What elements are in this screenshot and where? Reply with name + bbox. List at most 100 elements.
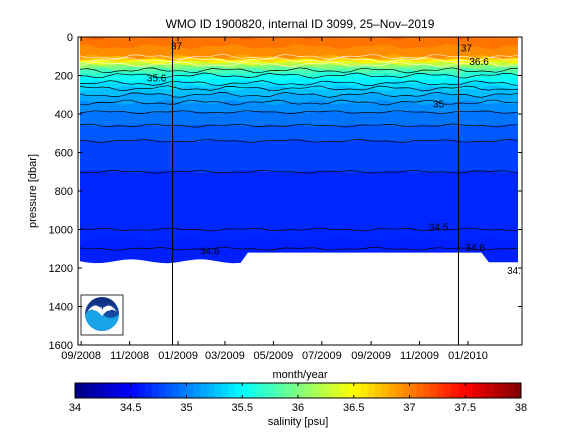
colorbar-cell bbox=[200, 383, 208, 398]
contour-line bbox=[79, 123, 519, 128]
colorbar-cell bbox=[130, 383, 139, 398]
colorbar-cell bbox=[304, 383, 313, 398]
colorbar-cell bbox=[374, 383, 383, 398]
colorbar-cell bbox=[75, 383, 83, 398]
colorbar-cell bbox=[277, 383, 285, 398]
contour-line bbox=[79, 227, 519, 232]
colorbar-cell bbox=[451, 383, 459, 398]
contour-label: 37 bbox=[171, 42, 183, 53]
y-tick-label: 1000 bbox=[49, 225, 73, 237]
colorbar-cell bbox=[500, 383, 508, 398]
colorbar-cell bbox=[291, 383, 299, 398]
colorbar-cell bbox=[214, 383, 222, 398]
x-tick-label: 09/2009 bbox=[351, 350, 391, 362]
colorbar-cell bbox=[263, 383, 271, 398]
colorbar-cell bbox=[381, 383, 389, 398]
colorbar-cell bbox=[235, 383, 243, 398]
colorbar-cell bbox=[472, 383, 480, 398]
colorbar-tick-label: 35.5 bbox=[232, 402, 253, 414]
colorbar-cell bbox=[179, 383, 187, 398]
salinity-field bbox=[80, 37, 518, 264]
colorbar-cell bbox=[437, 383, 445, 398]
colorbar-tick-label: 34.5 bbox=[120, 402, 141, 414]
contour-label: 35 bbox=[433, 99, 445, 110]
contour-line bbox=[79, 85, 519, 92]
y-tick-label: 800 bbox=[55, 186, 73, 198]
contour-labels: 37 35.6 35 34.5 34.6 34.6 34. 37 36.6 bbox=[147, 42, 521, 277]
y-tick-label: 0 bbox=[67, 32, 73, 44]
contour-line bbox=[79, 169, 519, 174]
contour-label: 34.6 bbox=[465, 243, 485, 254]
colorbar-cell bbox=[339, 383, 348, 398]
y-tick-label: 600 bbox=[55, 148, 73, 160]
chart-title: WMO ID 1900820, internal ID 3099, 25–Nov… bbox=[166, 17, 435, 31]
colorbar-cell bbox=[137, 383, 146, 398]
colorbar-cell bbox=[311, 383, 320, 398]
colorbar-cell bbox=[402, 383, 410, 398]
colorbar-tick-label: 34 bbox=[69, 402, 81, 414]
colorbar-cell bbox=[123, 383, 132, 398]
colorbar-cell bbox=[493, 383, 501, 398]
colorbar-cell bbox=[388, 383, 396, 398]
y-axis: 0 200 400 600 800 1000 1200 1400 1600 bbox=[49, 32, 522, 352]
colorbar-cell bbox=[88, 383, 97, 398]
x-axis-label: month/year bbox=[272, 369, 327, 381]
profile-markers bbox=[172, 37, 459, 345]
colorbar-cell bbox=[479, 383, 487, 398]
colorbar-cell bbox=[367, 383, 376, 398]
y-tick-label: 200 bbox=[55, 71, 73, 83]
field-band bbox=[80, 37, 518, 40]
x-tick-label: 11/2008 bbox=[110, 350, 149, 362]
colorbar-cell bbox=[207, 383, 215, 398]
colorbar-cell bbox=[430, 383, 438, 398]
colorbar-cell bbox=[507, 383, 515, 398]
colorbar-tick-label: 37.5 bbox=[455, 402, 476, 414]
y-tick-label: 1200 bbox=[49, 263, 73, 275]
colorbar-cell bbox=[81, 383, 90, 398]
colorbar-cell bbox=[465, 383, 473, 398]
contour-lines bbox=[79, 53, 519, 251]
colorbar-cell bbox=[325, 383, 334, 398]
colorbar-cell bbox=[423, 383, 431, 398]
colorbar-cell bbox=[284, 383, 292, 398]
colorbar-cell bbox=[242, 383, 250, 398]
colorbar-cell bbox=[256, 383, 264, 398]
colorbar-cell bbox=[346, 383, 355, 398]
colorbar-cell bbox=[332, 383, 341, 398]
x-tick-label: 11/2009 bbox=[400, 350, 439, 362]
noaa-logo: NOAA bbox=[80, 294, 124, 336]
colorbar-cell bbox=[158, 383, 166, 398]
colorbar-cell bbox=[416, 383, 424, 398]
colorbar-cell bbox=[395, 383, 403, 398]
colorbar-cell bbox=[95, 383, 104, 398]
colorbar-cell bbox=[360, 383, 369, 398]
contour-line bbox=[79, 72, 519, 79]
colorbar-cell bbox=[444, 383, 452, 398]
colorbar-cell bbox=[514, 383, 522, 398]
colorbar-cell bbox=[298, 383, 306, 398]
colorbar-cell bbox=[165, 383, 173, 398]
colorbar-tick-label: 35 bbox=[180, 402, 192, 414]
contour-line bbox=[79, 139, 519, 143]
colorbar-cell bbox=[486, 383, 494, 398]
colorbar-tick-label: 36 bbox=[292, 402, 304, 414]
y-tick-label: 400 bbox=[55, 109, 73, 121]
x-tick-label: 05/2009 bbox=[254, 350, 294, 362]
x-axis: 09/2008 11/2008 01/2009 03/2009 05/2009 07/20… bbox=[61, 37, 488, 362]
contour-label: 37 bbox=[461, 44, 473, 55]
colorbar-cell bbox=[116, 383, 125, 398]
y-axis-label: pressure [dbar] bbox=[27, 154, 39, 228]
colorbar-cell bbox=[458, 383, 466, 398]
colorbar-label: salinity [psu] bbox=[268, 416, 329, 428]
colorbar-cell bbox=[270, 383, 278, 398]
contour-line bbox=[79, 91, 519, 98]
colorbar-tick-label: 38 bbox=[515, 402, 527, 414]
contour-label: 36.6 bbox=[469, 57, 489, 68]
colorbar-cell bbox=[193, 383, 201, 398]
colorbar-cell bbox=[186, 383, 194, 398]
y-tick-label: 1400 bbox=[49, 302, 73, 314]
colorbar-tick-label: 37 bbox=[403, 402, 415, 414]
x-tick-label: 03/2009 bbox=[205, 350, 245, 362]
contour-line bbox=[79, 110, 519, 114]
